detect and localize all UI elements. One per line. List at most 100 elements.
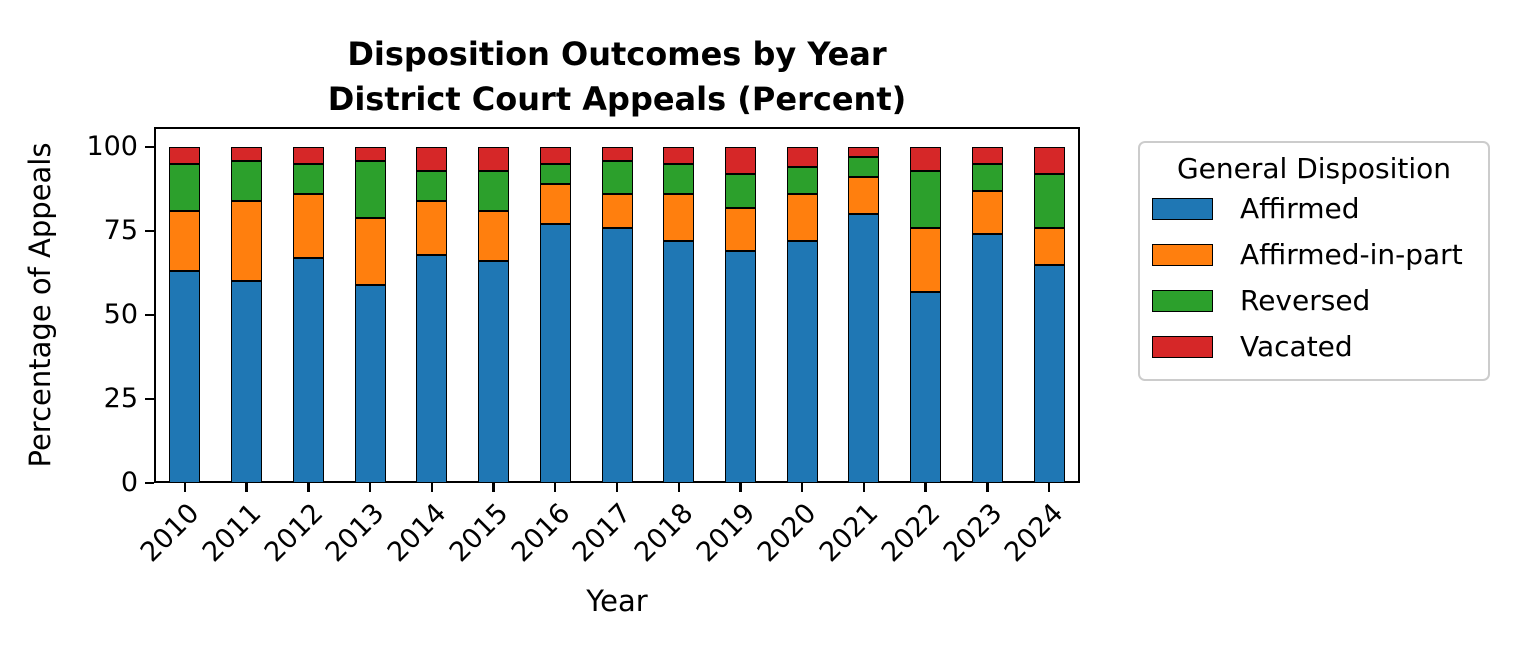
bar-segment-affirmed-2011 bbox=[231, 281, 263, 483]
bar-segment-reversed-2012 bbox=[292, 163, 324, 195]
x-tick-mark bbox=[862, 483, 866, 492]
bar-segment-affirmed-in-part-2012 bbox=[292, 194, 324, 258]
bar-segment-affirmed-2017 bbox=[601, 227, 633, 483]
bar-2012 bbox=[292, 147, 324, 483]
x-tick-label: 2013 bbox=[320, 497, 391, 569]
bar-2013 bbox=[354, 147, 386, 483]
bar-segment-vacated-2012 bbox=[292, 147, 324, 164]
x-tick-label: 2010 bbox=[134, 497, 206, 569]
bar-segment-reversed-2020 bbox=[786, 167, 818, 195]
legend-swatch-reversed bbox=[1152, 290, 1213, 312]
legend-rows: Affirmed Affirmed-in-part Reversed Vacated bbox=[1140, 192, 1488, 363]
y-tick-mark bbox=[145, 481, 154, 485]
bar-segment-affirmed-2022 bbox=[910, 291, 942, 483]
bar-2014 bbox=[416, 147, 448, 483]
x-tick-label: 2012 bbox=[258, 497, 329, 569]
x-tick-mark bbox=[492, 483, 495, 492]
legend-swatch-vacated bbox=[1152, 336, 1213, 358]
bar-segment-affirmed-in-part-2011 bbox=[231, 200, 263, 282]
legend-label-vacated: Vacated bbox=[1240, 330, 1353, 363]
chart-title-line1: Disposition Outcomes by Year bbox=[347, 35, 887, 73]
bar-segment-affirmed-in-part-2016 bbox=[539, 184, 571, 225]
x-tick-label: 2019 bbox=[690, 497, 762, 569]
bar-segment-vacated-2022 bbox=[910, 147, 942, 171]
x-tick-mark bbox=[739, 483, 742, 492]
bar-segment-affirmed-2021 bbox=[848, 214, 880, 483]
legend-label-affirmed: Affirmed bbox=[1240, 192, 1360, 225]
bar-2020 bbox=[786, 147, 818, 483]
bar-segment-affirmed-2023 bbox=[971, 234, 1003, 483]
bar-segment-reversed-2011 bbox=[231, 160, 263, 201]
bar-segment-reversed-2021 bbox=[848, 157, 880, 178]
x-tick-label: 2014 bbox=[381, 497, 453, 569]
legend-row-reversed: Reversed bbox=[1152, 287, 1488, 315]
bar-segment-vacated-2021 bbox=[848, 147, 880, 158]
bar-2010 bbox=[169, 147, 201, 483]
bar-segment-reversed-2016 bbox=[539, 163, 571, 185]
bar-segment-affirmed-2018 bbox=[663, 241, 695, 483]
y-tick-label: 75 bbox=[103, 215, 138, 247]
bar-segment-affirmed-in-part-2010 bbox=[169, 210, 201, 272]
y-tick-label: 100 bbox=[86, 131, 138, 163]
legend-title: General Disposition bbox=[1176, 152, 1452, 185]
bar-2024 bbox=[1033, 147, 1065, 483]
bar-segment-reversed-2017 bbox=[601, 160, 633, 195]
x-tick-mark bbox=[307, 483, 310, 492]
x-tick-mark bbox=[430, 483, 433, 492]
bar-segment-affirmed-in-part-2017 bbox=[601, 194, 633, 228]
bar-2018 bbox=[663, 147, 695, 483]
bar-segment-vacated-2017 bbox=[601, 147, 633, 161]
x-tick-mark bbox=[986, 483, 989, 492]
x-tick-mark bbox=[615, 483, 619, 492]
x-tick-label: 2015 bbox=[443, 497, 515, 569]
y-tick-label: 50 bbox=[103, 299, 138, 331]
bar-segment-affirmed-in-part-2024 bbox=[1033, 227, 1065, 265]
bar-segment-vacated-2016 bbox=[539, 147, 571, 164]
bar-2016 bbox=[539, 147, 571, 483]
bar-segment-vacated-2018 bbox=[663, 147, 695, 164]
bar-segment-affirmed-2012 bbox=[292, 257, 324, 483]
bar-segment-affirmed-2020 bbox=[786, 241, 818, 483]
x-tick-mark bbox=[1047, 483, 1051, 492]
x-tick-label: 2023 bbox=[937, 497, 1009, 569]
x-tick-mark bbox=[245, 483, 248, 492]
y-tick-label: 0 bbox=[120, 467, 138, 498]
x-tick-label: 2016 bbox=[505, 497, 576, 569]
bar-segment-reversed-2018 bbox=[663, 163, 695, 195]
bar-segment-vacated-2011 bbox=[231, 147, 263, 161]
x-tick-label: 2017 bbox=[567, 497, 638, 569]
bar-segment-affirmed-in-part-2019 bbox=[724, 207, 756, 252]
bar-segment-affirmed-2013 bbox=[354, 284, 386, 483]
bar-segment-reversed-2010 bbox=[169, 163, 201, 211]
x-axis-label: Year bbox=[586, 584, 648, 618]
bar-segment-affirmed-2015 bbox=[478, 261, 510, 483]
bar-segment-vacated-2014 bbox=[416, 147, 448, 171]
legend-row-vacated: Vacated bbox=[1152, 330, 1488, 363]
x-tick-label: 2011 bbox=[196, 497, 268, 569]
bar-2021 bbox=[848, 147, 880, 483]
legend: General Disposition Affirmed Affirmed-in-… bbox=[1138, 141, 1490, 381]
x-tick-mark bbox=[183, 483, 187, 492]
y-tick-mark bbox=[145, 313, 154, 317]
bar-segment-reversed-2015 bbox=[478, 170, 510, 211]
bar-segment-affirmed-2010 bbox=[169, 271, 201, 483]
legend-swatch-affirmed bbox=[1152, 198, 1213, 220]
y-tick-mark bbox=[145, 397, 154, 401]
x-tick-mark bbox=[924, 483, 927, 492]
bar-segment-vacated-2023 bbox=[971, 147, 1003, 164]
x-tick-label: 2022 bbox=[875, 497, 947, 569]
y-tick-mark bbox=[145, 145, 154, 149]
bar-2011 bbox=[231, 147, 263, 483]
bar-segment-affirmed-in-part-2013 bbox=[354, 217, 386, 285]
bar-segment-reversed-2013 bbox=[354, 160, 386, 218]
bar-segment-affirmed-in-part-2020 bbox=[786, 194, 818, 242]
bar-2019 bbox=[724, 147, 756, 483]
x-tick-label: 2020 bbox=[752, 497, 823, 569]
x-tick-label: 2024 bbox=[999, 497, 1070, 569]
bar-segment-affirmed-in-part-2023 bbox=[971, 190, 1003, 235]
bar-segment-affirmed-2014 bbox=[416, 254, 448, 483]
bar-segment-affirmed-2016 bbox=[539, 224, 571, 483]
legend-row-affirmed: Affirmed bbox=[1152, 192, 1488, 225]
bar-segment-reversed-2023 bbox=[971, 163, 1003, 191]
